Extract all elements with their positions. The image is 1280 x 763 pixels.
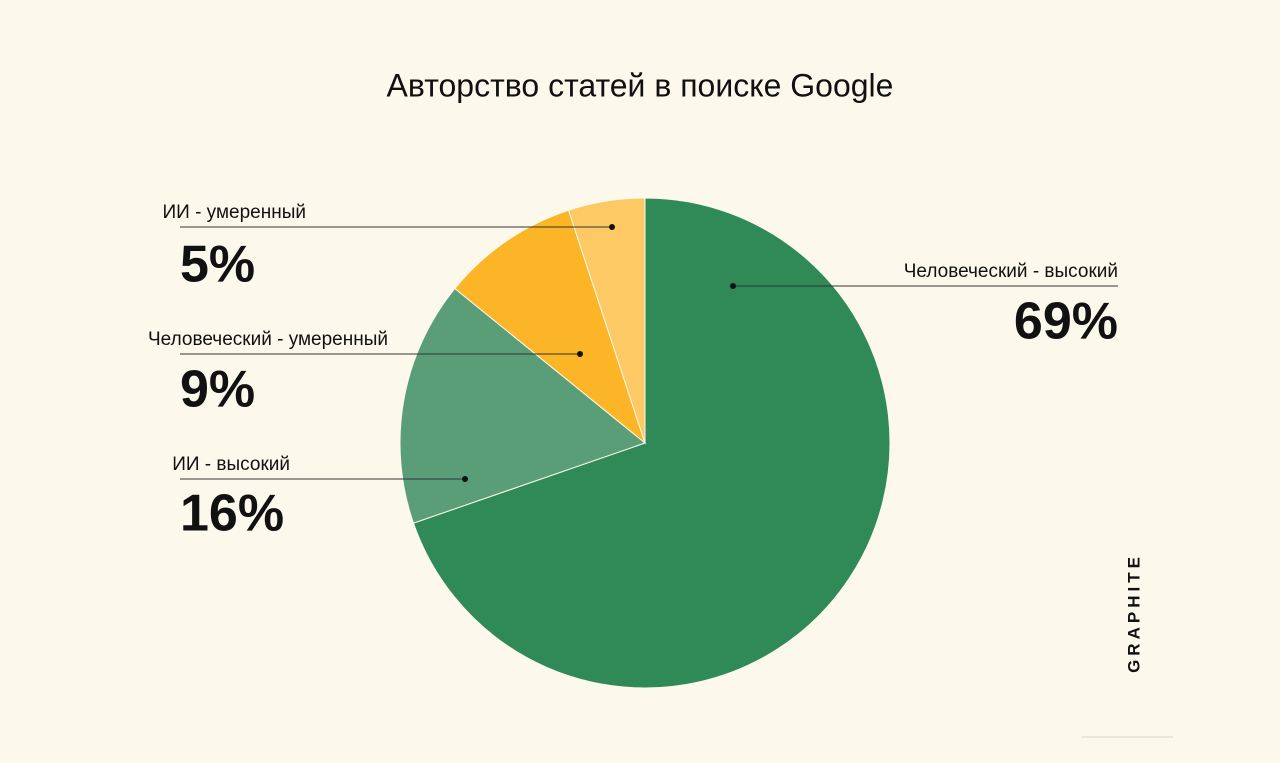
brand-logo: GRAPHITE [1124,553,1143,673]
legend-label: Человеческий - высокий [904,261,1118,282]
pie-slice [412,197,891,689]
value-label: 5% [180,236,255,294]
leader-dot [609,224,615,230]
leader-dot [577,351,583,357]
pie-slice [454,209,647,445]
leader-dot [730,283,736,289]
legend-label: ИИ - высокий [172,454,290,475]
pie-slice [567,197,646,444]
value-label: 16% [180,485,284,543]
value-label: 9% [180,361,255,419]
chart-title: Авторство статей в поиске Google [387,67,894,103]
leader-dot [462,476,468,482]
labels: Человеческий - высокий 69% ИИ - высокий 16%… [148,202,1118,543]
legend-label: Человеческий - умеренный [148,329,388,350]
legend-label: ИИ - умеренный [162,202,306,223]
value-label: 69% [1014,293,1118,351]
pie-slice [399,287,647,524]
pie [399,197,891,689]
